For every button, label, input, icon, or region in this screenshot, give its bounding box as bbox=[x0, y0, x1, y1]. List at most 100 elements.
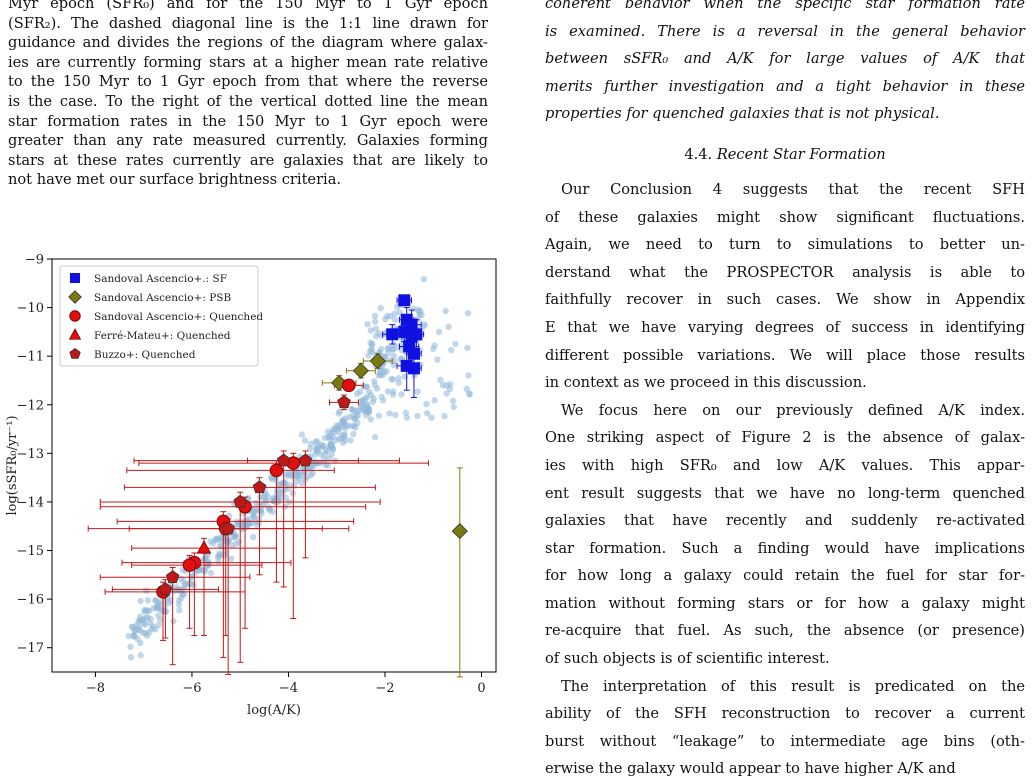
section-title: Recent Star Formation bbox=[716, 145, 886, 163]
right-column: coherent behavior when the specific star… bbox=[545, 0, 1025, 779]
background-point bbox=[326, 433, 333, 440]
data-point-diamond bbox=[451, 523, 468, 540]
background-point bbox=[353, 413, 360, 420]
background-point bbox=[372, 332, 380, 340]
x-tick-label: −4 bbox=[279, 681, 298, 696]
data-point-pentagon bbox=[276, 453, 291, 467]
legend-box bbox=[59, 265, 259, 367]
data-point-pentagon bbox=[298, 453, 313, 467]
x-axis-label: log(A/K) bbox=[247, 703, 301, 718]
background-point bbox=[274, 488, 281, 495]
background-point bbox=[382, 315, 389, 323]
background-point bbox=[363, 402, 370, 409]
y-tick-label: −16 bbox=[17, 593, 44, 608]
background-point bbox=[216, 553, 223, 560]
legend-marker bbox=[69, 310, 81, 322]
background-point bbox=[363, 383, 370, 390]
background-point bbox=[391, 310, 398, 317]
background-point bbox=[443, 390, 450, 397]
background-point bbox=[313, 445, 320, 452]
y-tick-label: −10 bbox=[17, 301, 44, 316]
background-point bbox=[415, 308, 423, 315]
background-point bbox=[146, 629, 153, 636]
background-point bbox=[178, 594, 185, 602]
legend-marker bbox=[69, 348, 81, 359]
background-point bbox=[388, 375, 395, 383]
background-point bbox=[464, 344, 471, 351]
background-point bbox=[212, 536, 219, 544]
section-number: 4.4. bbox=[684, 145, 713, 163]
data-point-circle bbox=[342, 378, 356, 393]
text-line: is examined. There is a reversal in the … bbox=[545, 22, 1025, 40]
background-point bbox=[365, 388, 373, 395]
y-tick-label: −11 bbox=[17, 350, 44, 365]
background-point bbox=[367, 416, 374, 423]
plot-frame bbox=[51, 258, 497, 673]
scatter-chart: −8 −6 −4 −2 0 −17 −16 −15 −14 −13 −12 −11 −10 −9 log(A… bbox=[5, 253, 497, 718]
data-point-diamond bbox=[352, 362, 369, 379]
background-point bbox=[441, 412, 448, 420]
background-point bbox=[384, 388, 392, 395]
text-line: different possible variations. We will p… bbox=[545, 346, 1025, 364]
text-line: (SFR₂). The dashed diagonal line is the … bbox=[8, 14, 488, 32]
text-line: guidance and divides the regions of the … bbox=[8, 34, 488, 52]
background-point bbox=[445, 323, 452, 330]
background-point bbox=[311, 451, 319, 458]
y-tick-label: −13 bbox=[17, 447, 44, 462]
background-point bbox=[464, 309, 472, 317]
legend-marker bbox=[68, 328, 82, 340]
background-point bbox=[303, 474, 310, 481]
background-point bbox=[341, 431, 348, 438]
data-point-square bbox=[386, 328, 399, 341]
background-point bbox=[414, 388, 421, 395]
background-point bbox=[144, 597, 152, 604]
background-point bbox=[435, 328, 443, 336]
background-point bbox=[207, 569, 215, 577]
background-point bbox=[202, 555, 209, 562]
text-line: star formation rates in the 150 Myr to 1… bbox=[8, 112, 488, 130]
background-point bbox=[377, 304, 384, 312]
background-point bbox=[390, 352, 397, 360]
background-point bbox=[289, 473, 296, 480]
background-point bbox=[348, 422, 355, 430]
background-point bbox=[362, 395, 369, 402]
text-line: to the 150 Myr to 1 Gyr epoch from that … bbox=[8, 73, 488, 91]
text-line: burst without “leakage” to intermediate … bbox=[545, 732, 1025, 750]
data-point-pentagon bbox=[233, 494, 247, 508]
background-point bbox=[420, 275, 427, 283]
background-point bbox=[355, 407, 362, 414]
background-point bbox=[152, 597, 159, 604]
background-point bbox=[141, 608, 148, 615]
background-point bbox=[136, 617, 143, 624]
background-point bbox=[414, 412, 421, 420]
background-point bbox=[217, 542, 224, 549]
background-point bbox=[170, 617, 177, 625]
background-point bbox=[301, 437, 309, 444]
background-point bbox=[371, 434, 379, 441]
background-point bbox=[371, 318, 379, 325]
background-point bbox=[190, 581, 197, 589]
background-point bbox=[342, 415, 349, 422]
background-point bbox=[249, 533, 257, 541]
text-line: ies are currently forming stars at a hig… bbox=[8, 53, 488, 71]
left-column: Myr epoch (SFR₀) and for the 150 Myr to … bbox=[8, 0, 488, 190]
background-point bbox=[381, 368, 388, 375]
text-line: coherent behavior when the specific star… bbox=[545, 0, 1025, 12]
legend-label: Sandoval Ascencio+: Quenched bbox=[94, 311, 263, 323]
text-line: The interpretation of this result is pre… bbox=[561, 677, 1025, 695]
text-line: re-acquire that fuel. As such, the absen… bbox=[545, 622, 1025, 640]
background-point bbox=[348, 405, 355, 413]
background-point bbox=[371, 378, 378, 385]
background-point bbox=[231, 534, 238, 541]
data-point-diamond bbox=[369, 352, 386, 370]
background-point bbox=[420, 323, 427, 330]
data-point-pentagon bbox=[165, 570, 180, 584]
background-point bbox=[377, 345, 385, 353]
background-point bbox=[364, 321, 371, 328]
conclusion-statement: coherent behavior when the specific star… bbox=[545, 0, 1025, 124]
background-point bbox=[447, 381, 454, 388]
section-heading: 4.4. Recent Star Formation bbox=[545, 146, 1025, 163]
background-point bbox=[370, 395, 377, 402]
legend-label: Buzzo+: Quenched bbox=[94, 349, 196, 361]
background-point bbox=[452, 340, 459, 347]
